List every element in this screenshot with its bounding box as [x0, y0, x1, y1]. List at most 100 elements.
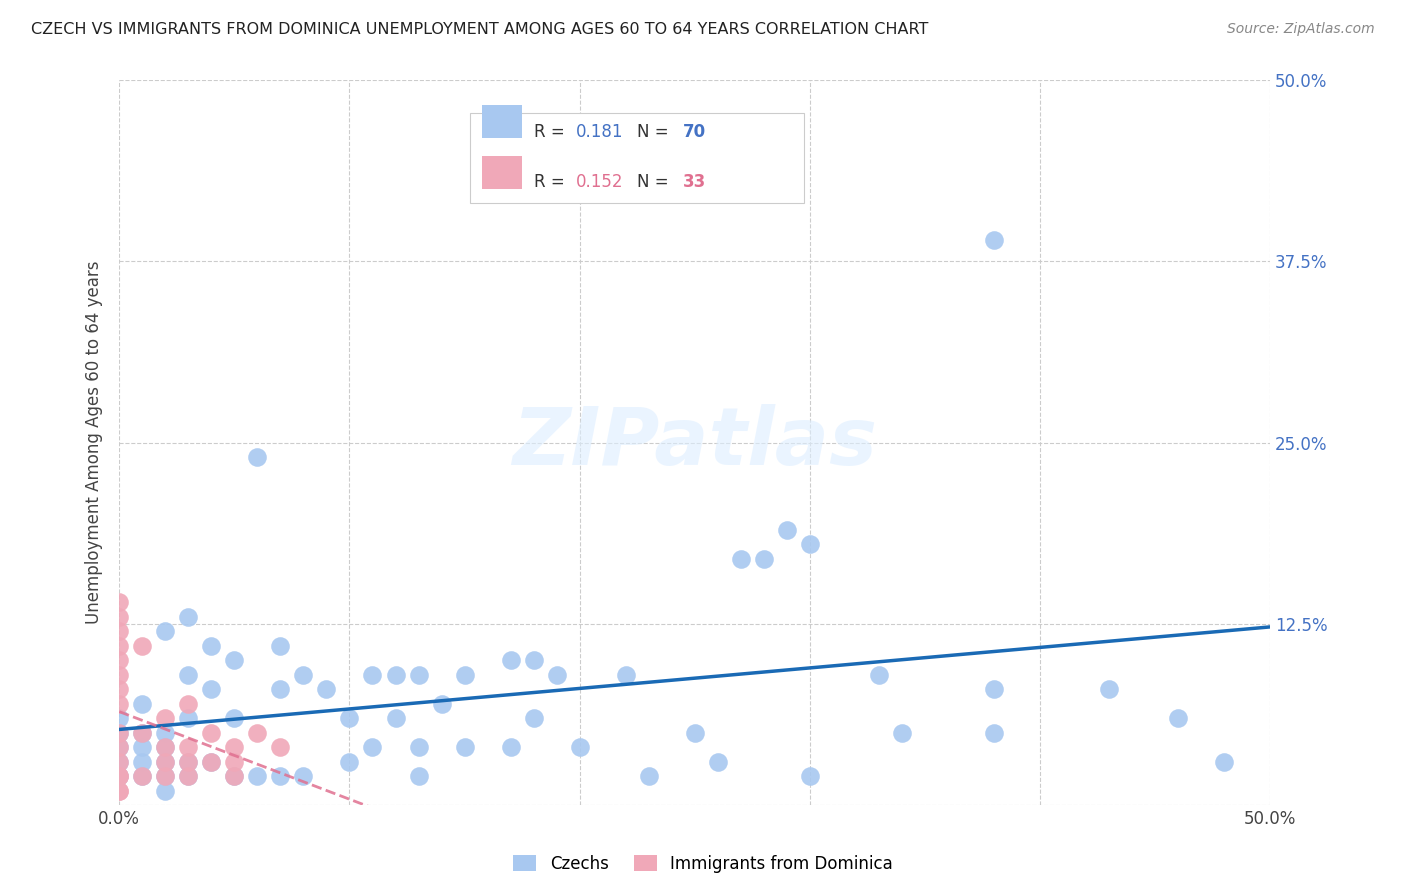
Point	[246, 450, 269, 464]
Y-axis label: Unemployment Among Ages 60 to 64 years: Unemployment Among Ages 60 to 64 years	[86, 260, 103, 624]
Point	[224, 653, 246, 667]
Point	[269, 769, 291, 783]
Point	[384, 667, 406, 681]
Point	[108, 755, 131, 769]
Point	[339, 755, 361, 769]
Point	[269, 681, 291, 696]
Point	[983, 232, 1005, 246]
Point	[776, 523, 799, 537]
Point	[799, 769, 821, 783]
Text: ZIPatlas: ZIPatlas	[512, 403, 877, 482]
Point	[499, 740, 522, 755]
Point	[108, 711, 131, 725]
Point	[292, 667, 315, 681]
Point	[108, 755, 131, 769]
Point	[108, 783, 131, 797]
Point	[108, 740, 131, 755]
Point	[408, 667, 430, 681]
Point	[131, 769, 153, 783]
Point	[108, 639, 131, 653]
Point	[707, 755, 730, 769]
Text: R =: R =	[534, 173, 569, 191]
Point	[568, 740, 591, 755]
Text: N =: N =	[637, 173, 673, 191]
Point	[1213, 755, 1236, 769]
Text: N =: N =	[637, 123, 673, 142]
Point	[131, 769, 153, 783]
Point	[108, 624, 131, 638]
Point	[177, 755, 200, 769]
Point	[546, 667, 568, 681]
Point	[523, 711, 546, 725]
Point	[155, 769, 177, 783]
Point	[361, 740, 384, 755]
Text: CZECH VS IMMIGRANTS FROM DOMINICA UNEMPLOYMENT AMONG AGES 60 TO 64 YEARS CORRELA: CZECH VS IMMIGRANTS FROM DOMINICA UNEMPL…	[31, 22, 928, 37]
Point	[339, 711, 361, 725]
Point	[453, 667, 475, 681]
Point	[269, 740, 291, 755]
Point	[408, 740, 430, 755]
Point	[155, 783, 177, 797]
Point	[523, 653, 546, 667]
Point	[108, 681, 131, 696]
Point	[131, 755, 153, 769]
Point	[108, 769, 131, 783]
Point	[177, 755, 200, 769]
Point	[177, 697, 200, 711]
Point	[224, 769, 246, 783]
Point	[177, 769, 200, 783]
Point	[155, 755, 177, 769]
Point	[224, 755, 246, 769]
Point	[292, 769, 315, 783]
Point	[131, 725, 153, 739]
Point	[453, 740, 475, 755]
Point	[108, 769, 131, 783]
Point	[224, 769, 246, 783]
Point	[200, 755, 222, 769]
Point	[224, 711, 246, 725]
Point	[408, 769, 430, 783]
Point	[983, 681, 1005, 696]
FancyBboxPatch shape	[471, 112, 804, 203]
FancyBboxPatch shape	[482, 156, 522, 189]
FancyBboxPatch shape	[482, 105, 522, 138]
Point	[361, 667, 384, 681]
Point	[384, 711, 406, 725]
Point	[108, 740, 131, 755]
Point	[155, 740, 177, 755]
Point	[177, 740, 200, 755]
Legend: Czechs, Immigrants from Dominica: Czechs, Immigrants from Dominica	[506, 848, 900, 880]
Point	[155, 624, 177, 638]
Point	[131, 740, 153, 755]
Point	[108, 667, 131, 681]
Point	[108, 595, 131, 609]
Text: Source: ZipAtlas.com: Source: ZipAtlas.com	[1227, 22, 1375, 37]
Point	[155, 755, 177, 769]
Text: R =: R =	[534, 123, 569, 142]
Point	[108, 697, 131, 711]
Text: 33: 33	[683, 173, 706, 191]
Point	[200, 755, 222, 769]
Point	[730, 551, 752, 566]
Point	[868, 667, 890, 681]
Point	[131, 697, 153, 711]
Point	[430, 697, 453, 711]
Point	[177, 609, 200, 624]
Point	[269, 639, 291, 653]
Point	[108, 725, 131, 739]
Point	[108, 653, 131, 667]
Point	[200, 639, 222, 653]
Point	[499, 653, 522, 667]
Point	[799, 537, 821, 551]
Text: 0.181: 0.181	[576, 123, 624, 142]
Point	[177, 769, 200, 783]
Point	[108, 783, 131, 797]
Point	[108, 769, 131, 783]
Point	[155, 725, 177, 739]
Point	[177, 667, 200, 681]
Point	[315, 681, 337, 696]
Point	[200, 681, 222, 696]
Text: 0.152: 0.152	[576, 173, 624, 191]
Point	[890, 725, 912, 739]
Point	[246, 725, 269, 739]
